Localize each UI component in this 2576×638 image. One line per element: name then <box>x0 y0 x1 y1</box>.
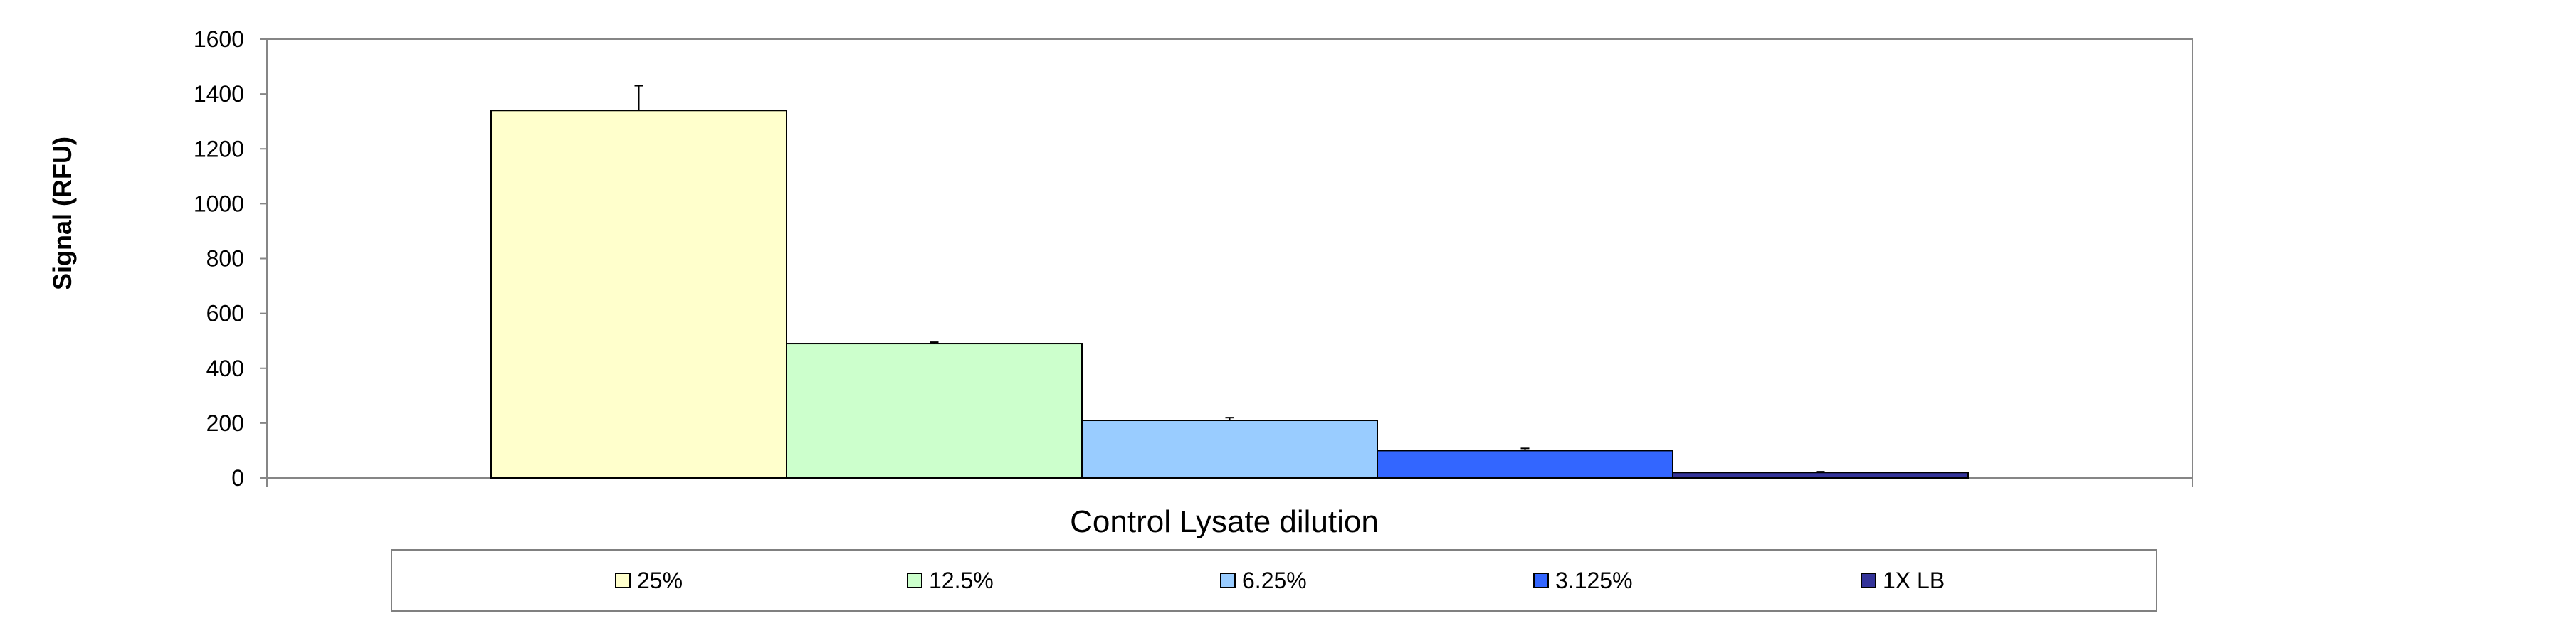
legend-swatch <box>1533 573 1549 588</box>
bar <box>1081 420 1378 479</box>
y-tick-label: 1600 <box>194 26 244 52</box>
legend-label: 3.125% <box>1555 568 1633 593</box>
legend: 25% 12.5% 6.25% 3.125% 1X LB <box>391 549 2157 612</box>
legend-swatch <box>907 573 922 588</box>
legend-label: 25% <box>637 568 683 593</box>
x-axis <box>266 477 2193 487</box>
y-tick-label: 400 <box>206 356 244 381</box>
bar <box>786 343 1083 479</box>
y-tick-label: 1200 <box>194 136 244 161</box>
y-axis-title: Signal (RFU) <box>48 137 77 290</box>
legend-label: 6.25% <box>1242 568 1307 593</box>
legend-swatch <box>615 573 631 588</box>
bar <box>1377 450 1673 479</box>
y-tick-label: 600 <box>206 301 244 326</box>
legend-swatch <box>1220 573 1236 588</box>
legend-label: 1X LB <box>1883 568 1945 593</box>
legend-frame <box>391 549 2157 612</box>
y-tick-label: 800 <box>206 246 244 272</box>
y-tick-label: 1400 <box>194 81 244 107</box>
y-tick-label: 0 <box>231 465 244 491</box>
y-axis: 0 200 400 600 800 1000 1200 1400 1600 <box>194 26 268 491</box>
bar <box>490 110 787 479</box>
error-bars <box>634 85 1825 473</box>
x-axis-title: Control Lysate dilution <box>1070 504 1379 539</box>
legend-label: 12.5% <box>929 568 994 593</box>
y-tick-label: 1000 <box>194 191 244 216</box>
bars <box>490 110 1969 479</box>
legend-swatch <box>1861 573 1876 588</box>
y-tick-label: 200 <box>206 410 244 436</box>
bar <box>1672 472 1969 479</box>
